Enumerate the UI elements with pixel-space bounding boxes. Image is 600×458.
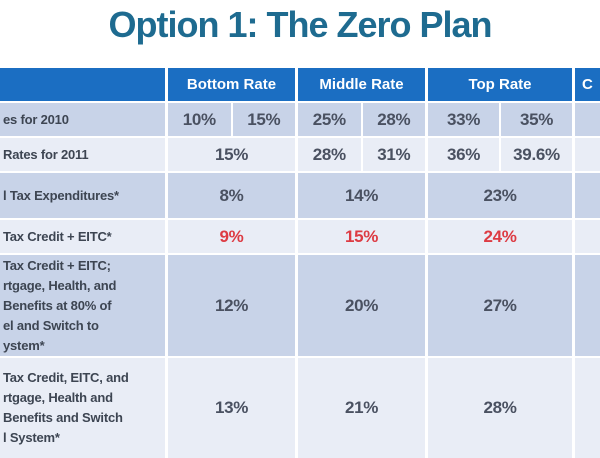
value: 27% — [483, 295, 517, 315]
top-rate-cell: 28% — [428, 358, 572, 458]
value: 12% — [214, 295, 249, 315]
top-rate-cell: 33% 35% — [428, 103, 572, 136]
middle-rate-cell: 28% 31% — [298, 138, 425, 171]
partial-right-cell — [575, 255, 600, 356]
header-cell-partial-right: C — [575, 68, 600, 101]
row-label: l Tax Expenditures* — [3, 187, 119, 203]
value: 8% — [219, 185, 244, 205]
value: 36% — [446, 144, 481, 164]
header-cell-bottom-rate: Bottom Rate — [168, 68, 295, 101]
row-label-cell: Tax Credit, EITC, and rtgage, Health and… — [0, 358, 165, 458]
row-label: Tax Credit, EITC, and rtgage, Health and… — [3, 370, 129, 445]
value: 39.6% — [513, 144, 560, 164]
partial-right-header-label: C — [582, 76, 593, 93]
top-rate-cell: 36% 39.6% — [428, 138, 572, 171]
header-cell-top-rate: Top Rate — [428, 68, 572, 101]
table-row: Tax Credit + EITC* 9% 15% 24% — [0, 220, 600, 253]
middle-rate-cell: 25% 28% — [298, 103, 425, 136]
middle-rate-header-label: Middle Rate — [319, 76, 404, 93]
value: 21% — [344, 398, 379, 417]
value: 23% — [483, 185, 517, 205]
middle-rate-cell: 20% — [298, 255, 425, 356]
bottom-rate-cell: 13% — [168, 358, 295, 458]
tax-rate-table: Bottom Rate Middle Rate Top Rate C es fo… — [0, 68, 600, 458]
table-row: es for 2010 10% 15% 25% 28% 33% 35% — [0, 103, 600, 136]
row-label: es for 2010 — [3, 111, 69, 127]
header-cell-row-labels — [0, 68, 165, 101]
bottom-rate-header-label: Bottom Rate — [186, 76, 277, 93]
value: 24% — [483, 226, 517, 246]
top-rate-cell: 27% — [428, 255, 572, 356]
bottom-rate-cell: 8% — [168, 173, 295, 218]
header-cell-middle-rate: Middle Rate — [298, 68, 425, 101]
table-row: Tax Credit, EITC, and rtgage, Health and… — [0, 358, 600, 458]
value: 15% — [344, 226, 379, 246]
row-label-cell: Rates for 2011 — [0, 138, 165, 171]
value: 28% — [377, 109, 411, 129]
partial-right-cell — [575, 358, 600, 458]
value: 20% — [344, 295, 379, 315]
table-row: l Tax Expenditures* 8% 14% 23% — [0, 173, 600, 218]
middle-rate-cell: 14% — [298, 173, 425, 218]
value: 13% — [214, 398, 249, 417]
value: 10% — [182, 109, 216, 129]
value: 31% — [377, 144, 411, 164]
value: 15% — [214, 144, 249, 164]
bottom-rate-cell: 10% 15% — [168, 103, 295, 136]
value: 28% — [312, 144, 346, 164]
row-label-cell: es for 2010 — [0, 103, 165, 136]
value: 9% — [219, 226, 244, 246]
table-row: Tax Credit + EITC; rtgage, Health, and B… — [0, 255, 600, 356]
value: 28% — [483, 398, 517, 417]
top-rate-cell: 23% — [428, 173, 572, 218]
partial-right-cell — [575, 103, 600, 136]
value: 33% — [446, 109, 481, 129]
bottom-rate-cell: 12% — [168, 255, 295, 356]
value: 35% — [519, 109, 554, 129]
middle-rate-cell: 21% — [298, 358, 425, 458]
value: 15% — [247, 109, 281, 129]
row-label-cell: Tax Credit + EITC; rtgage, Health, and B… — [0, 255, 165, 356]
row-label: Tax Credit + EITC* — [3, 228, 112, 244]
row-label: Tax Credit + EITC; rtgage, Health, and B… — [3, 257, 117, 353]
value: 25% — [312, 109, 346, 129]
row-label-cell: l Tax Expenditures* — [0, 173, 165, 218]
slide-title: Option 1: The Zero Plan — [108, 4, 492, 45]
table-row: Rates for 2011 15% 28% 31% 36% 39.6% — [0, 138, 600, 171]
top-rate-header-label: Top Rate — [468, 76, 532, 93]
value: 14% — [344, 185, 379, 205]
bottom-rate-cell: 15% — [168, 138, 295, 171]
partial-right-cell — [575, 220, 600, 253]
table-header-row: Bottom Rate Middle Rate Top Rate C — [0, 68, 600, 101]
partial-right-cell — [575, 173, 600, 218]
row-label-cell: Tax Credit + EITC* — [0, 220, 165, 253]
partial-right-cell — [575, 138, 600, 171]
top-rate-cell: 24% — [428, 220, 572, 253]
row-label: Rates for 2011 — [3, 146, 89, 162]
middle-rate-cell: 15% — [298, 220, 425, 253]
bottom-rate-cell: 9% — [168, 220, 295, 253]
